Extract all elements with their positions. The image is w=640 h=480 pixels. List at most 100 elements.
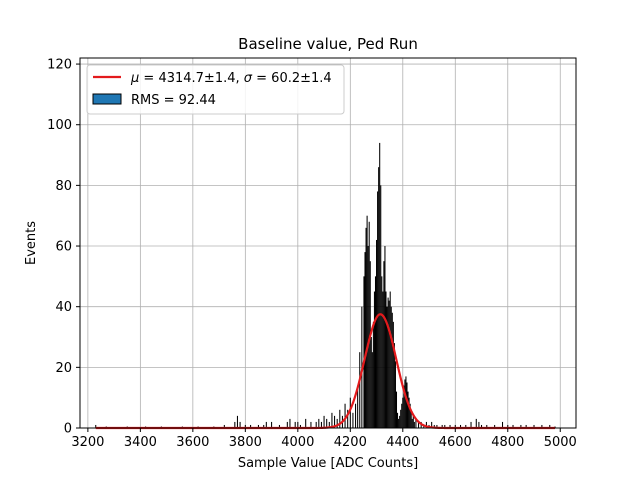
histogram-bar: [371, 352, 373, 428]
histogram-bar: [347, 409, 349, 428]
histogram-bar: [460, 424, 462, 428]
legend-sigma-value: = 60.2±1.4: [252, 71, 332, 86]
y-tick-label: 80: [55, 179, 72, 194]
histogram-bar: [454, 424, 456, 428]
x-tick-label: 4800: [491, 435, 524, 450]
histogram-bar: [349, 397, 351, 428]
histogram-bar: [367, 246, 369, 428]
legend-mu-value: = 4314.7±1.4,: [139, 71, 243, 86]
histogram-bar: [541, 424, 543, 428]
legend-histogram-swatch: [92, 93, 122, 105]
x-tick-label: 4600: [439, 435, 472, 450]
histogram-bar: [512, 424, 514, 428]
histogram-bar: [244, 424, 246, 428]
histogram-bar: [385, 291, 387, 428]
histogram-bar: [402, 397, 404, 428]
histogram-bar: [305, 418, 307, 428]
histogram-bar: [413, 421, 415, 428]
histogram-bar: [449, 424, 451, 428]
histogram-bar: [265, 421, 267, 428]
y-tick-label: 20: [55, 361, 72, 376]
histogram-bar: [408, 397, 410, 428]
histogram-bar: [297, 421, 299, 428]
histogram-bar: [376, 239, 378, 428]
x-tick-label: 3600: [176, 435, 209, 450]
x-tick-label: 5000: [544, 435, 577, 450]
histogram-bar: [382, 291, 384, 428]
x-axis-label: Sample Value [ADC Counts]: [238, 456, 418, 471]
histogram-bar: [395, 391, 398, 428]
histogram-bar: [278, 424, 280, 428]
y-tick-label: 40: [55, 300, 72, 315]
histogram-bar: [412, 415, 414, 428]
histogram-bar: [365, 227, 367, 428]
histogram-bar: [444, 424, 446, 428]
histogram-bar: [391, 312, 393, 428]
histogram-bar: [369, 261, 371, 428]
histogram-bar: [223, 424, 225, 428]
histogram-bar: [381, 276, 383, 428]
histogram-bar: [494, 424, 496, 428]
histogram-bar: [501, 421, 504, 428]
histogram-bar: [415, 418, 417, 428]
histogram-bar: [257, 424, 259, 428]
histogram-bar: [478, 421, 480, 428]
histogram-bar: [392, 321, 394, 428]
x-tick-label: 4400: [386, 435, 419, 450]
plot-frame: [79, 57, 577, 429]
histogram-bar: [378, 167, 380, 428]
histogram-bar: [373, 291, 375, 428]
histogram-bar: [405, 376, 407, 428]
legend-histogram-label: RMS = 92.44: [131, 93, 216, 108]
histogram-bar: [410, 409, 412, 428]
histogram-bar: [95, 424, 97, 428]
histogram-bar: [294, 421, 296, 428]
x-tick-label: 3800: [229, 435, 262, 450]
histogram-bar: [286, 421, 288, 428]
histogram-bar: [520, 424, 522, 428]
x-tick-label: 4200: [334, 435, 367, 450]
histogram-bar: [404, 379, 406, 428]
histogram-bar: [407, 391, 409, 428]
x-axis-ticks: 3200 3400 3600 3800 4000 4200 4400 4600 4800 5000: [71, 428, 577, 450]
y-tick-label: 60: [55, 240, 72, 255]
histogram-bar: [366, 215, 368, 428]
histogram-bar: [377, 191, 379, 428]
histogram-bar: [388, 300, 390, 428]
histogram-bar: [436, 424, 438, 428]
histogram-bar: [364, 252, 366, 428]
histogram-bar: [320, 421, 322, 428]
histogram-bar: [379, 142, 381, 428]
histogram-bar: [525, 424, 527, 428]
histogram-bar: [486, 424, 488, 428]
histogram-bar: [465, 424, 467, 428]
histogram-bar: [470, 421, 472, 428]
histogram-bar: [393, 343, 395, 428]
histogram-bar: [271, 421, 273, 428]
histogram-bar: [433, 424, 435, 428]
histogram-bar: [441, 424, 443, 428]
histogram-bar: [406, 382, 408, 428]
histogram-bar: [549, 424, 551, 428]
histogram-bar: [418, 421, 420, 428]
legend-sigma-symbol: σ: [244, 71, 253, 86]
histogram-bar: [480, 424, 483, 428]
histogram-bar: [390, 306, 392, 428]
histogram-bar: [363, 276, 365, 428]
histogram-bars: [95, 142, 556, 428]
histogram-bar: [234, 421, 236, 428]
histogram-bar: [383, 261, 385, 428]
histogram-bar: [384, 246, 386, 428]
histogram-bar: [368, 221, 370, 428]
histogram-bar: [386, 306, 388, 428]
histogram-bar: [431, 421, 433, 428]
y-axis-ticks: 0 20 40 60 80 100 120: [47, 58, 80, 437]
histogram-bar: [299, 424, 301, 428]
histogram-bar: [331, 412, 333, 428]
histogram-bar: [328, 421, 330, 428]
x-tick-label: 3400: [124, 435, 157, 450]
y-axis-label: Events: [24, 221, 39, 265]
histogram-bar: [359, 352, 361, 428]
histogram-bar: [533, 424, 535, 428]
legend: μ = 4314.7±1.4, σ = 60.2±1.4 RMS = 92.44: [86, 64, 345, 115]
